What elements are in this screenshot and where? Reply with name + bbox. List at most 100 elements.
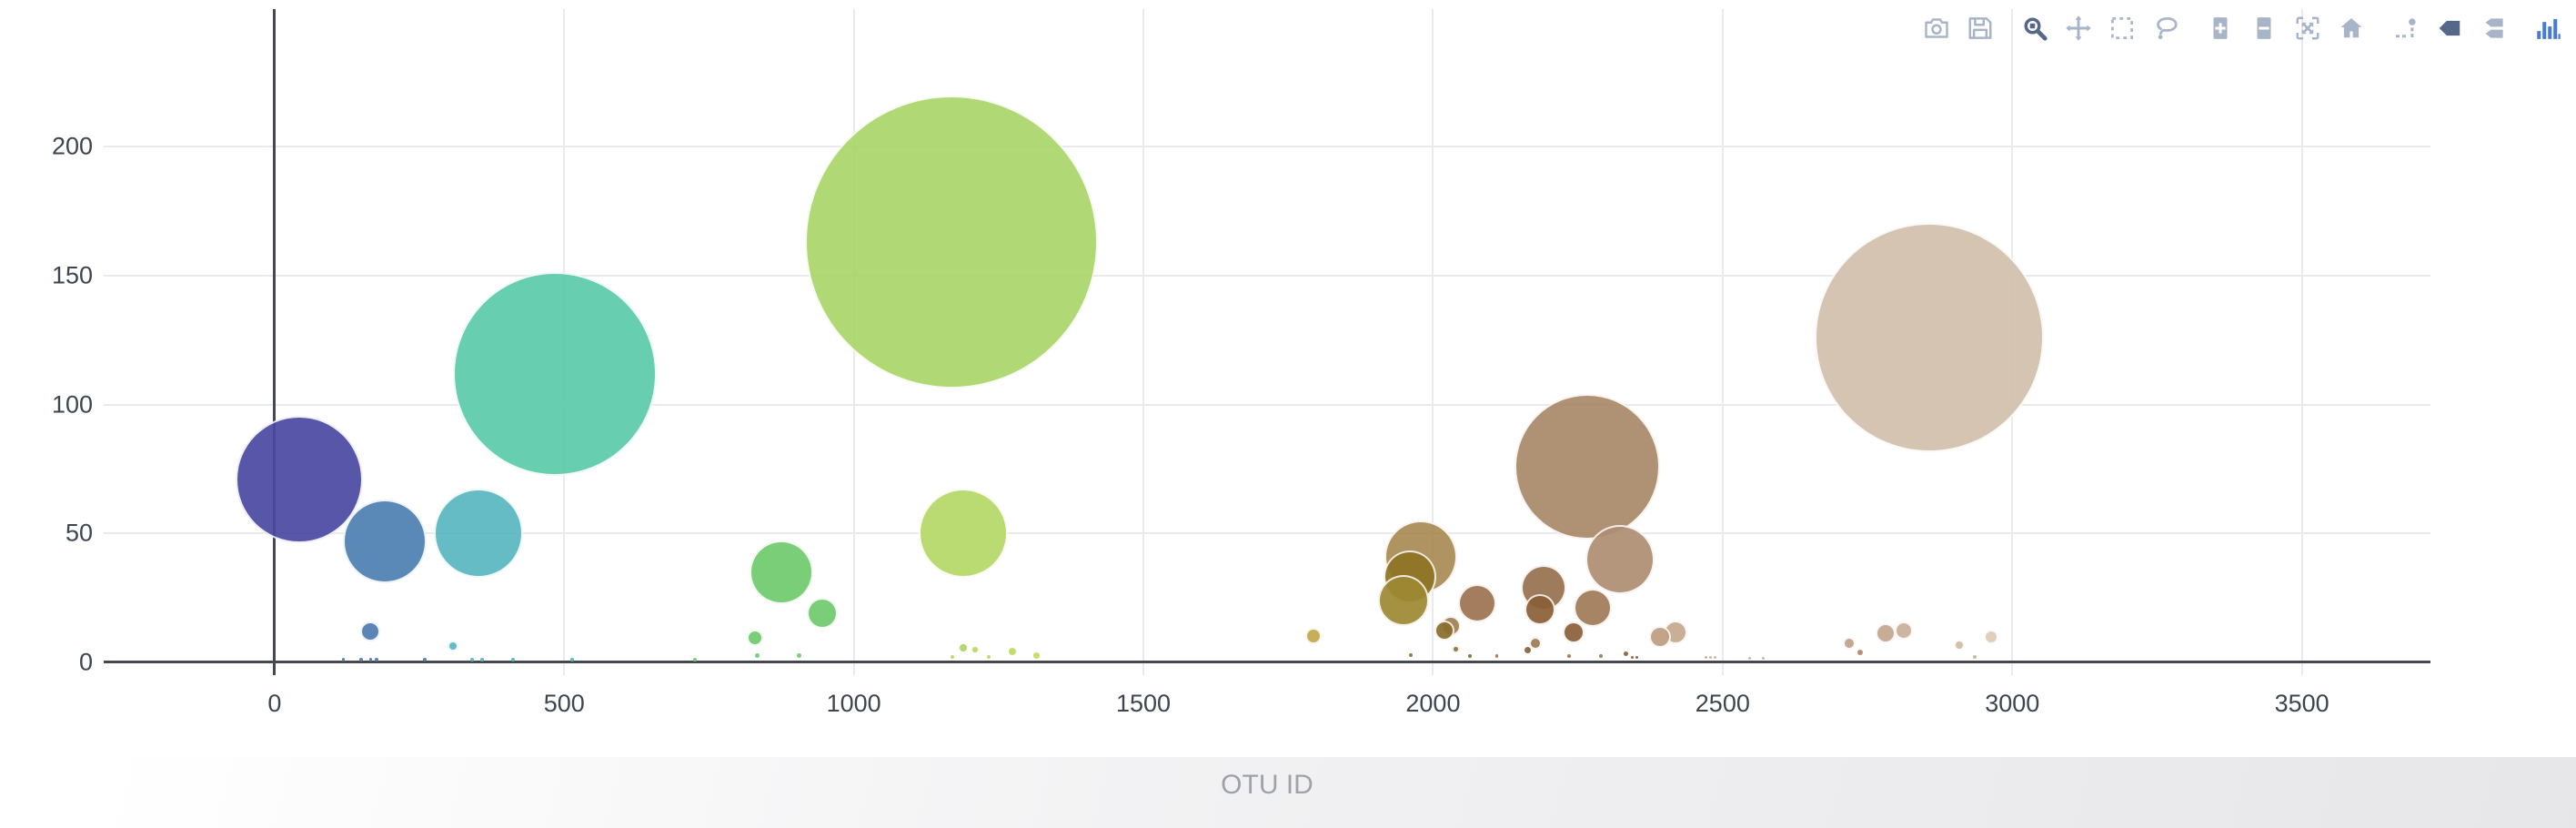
zoom-icon[interactable] xyxy=(2019,13,2050,44)
data-bubble xyxy=(1704,655,1707,659)
data-bubble xyxy=(1408,653,1413,658)
pan-icon[interactable] xyxy=(2063,13,2094,44)
y-gridline xyxy=(104,403,2430,406)
y-tick-label: 0 xyxy=(78,648,93,676)
data-bubble xyxy=(805,95,1099,389)
data-bubble xyxy=(1524,646,1531,653)
y-gridline xyxy=(104,274,2430,277)
data-bubble xyxy=(1630,655,1635,659)
data-bubble xyxy=(693,658,697,661)
data-bubble xyxy=(806,598,838,630)
x-tick-label: 2500 xyxy=(1695,690,1750,717)
data-bubble xyxy=(1895,621,1914,641)
zoom-in-icon[interactable] xyxy=(2205,13,2236,44)
data-bubble xyxy=(797,652,802,658)
data-bubble xyxy=(1563,621,1585,644)
data-bubble xyxy=(1451,645,1460,654)
data-bubble xyxy=(358,658,363,661)
zoom-out-icon[interactable] xyxy=(2249,13,2279,44)
x-gridline xyxy=(1432,9,1434,675)
data-bubble xyxy=(1747,656,1751,660)
y-gridline xyxy=(104,146,2430,148)
data-bubble xyxy=(747,630,764,647)
y-tick-label: 150 xyxy=(51,261,93,289)
y-tick-label: 100 xyxy=(51,390,93,419)
hover-closest-icon[interactable] xyxy=(2434,13,2465,44)
data-bubble xyxy=(368,658,373,661)
camera-icon[interactable] xyxy=(1921,13,1952,44)
data-bubble xyxy=(1009,648,1017,656)
save-icon[interactable] xyxy=(1965,13,1996,44)
y-gridline xyxy=(104,532,2430,535)
data-bubble xyxy=(1761,656,1765,660)
autoscale-icon[interactable] xyxy=(2292,13,2323,44)
data-bubble xyxy=(480,658,484,661)
data-bubble xyxy=(1708,655,1713,659)
x-tick-label: 500 xyxy=(543,690,585,717)
y-tick-label: 50 xyxy=(65,519,93,547)
data-bubble xyxy=(570,658,574,661)
data-bubble xyxy=(1953,640,1965,651)
x-tick-label: 2000 xyxy=(1405,690,1461,717)
x-gridline xyxy=(1142,9,1145,675)
x-tick-label: 3000 xyxy=(1985,690,2040,717)
data-bubble xyxy=(1529,637,1543,651)
reset-home-icon[interactable] xyxy=(2336,13,2367,44)
data-bubble xyxy=(1585,524,1655,594)
data-bubble xyxy=(1377,574,1429,626)
data-bubble xyxy=(422,658,427,661)
data-bubble xyxy=(1635,656,1639,660)
y-axis-zeroline xyxy=(273,9,277,675)
box-select-icon[interactable] xyxy=(2107,13,2138,44)
data-bubble xyxy=(1514,393,1660,540)
data-bubble xyxy=(470,658,474,661)
data-bubble xyxy=(1876,622,1897,643)
x-gridline xyxy=(2300,9,2303,675)
data-bubble xyxy=(342,499,427,583)
x-tick-label: 1500 xyxy=(1115,690,1172,717)
data-bubble xyxy=(750,540,814,604)
data-bubble xyxy=(447,640,458,651)
data-bubble xyxy=(1458,583,1497,622)
data-bubble xyxy=(1524,593,1556,625)
modebar xyxy=(1921,13,2563,44)
x-gridline xyxy=(1721,9,1724,675)
data-bubble xyxy=(1973,655,1977,660)
lasso-select-icon[interactable] xyxy=(2150,13,2181,44)
y-tick-label: 200 xyxy=(51,132,93,160)
data-bubble xyxy=(1599,654,1603,658)
data-bubble xyxy=(1032,651,1040,659)
data-bubble xyxy=(987,655,991,660)
data-bubble xyxy=(1983,629,1998,644)
spikelines-icon[interactable] xyxy=(2390,13,2421,44)
data-bubble xyxy=(1573,589,1612,628)
data-bubble xyxy=(359,621,380,641)
data-bubble xyxy=(453,271,658,476)
data-bubble xyxy=(1843,637,1857,651)
data-bubble xyxy=(754,652,760,658)
data-bubble xyxy=(1305,628,1323,645)
data-bubble xyxy=(1713,655,1717,659)
data-bubble xyxy=(919,489,1008,579)
data-bubble xyxy=(1815,222,2045,452)
data-bubble xyxy=(434,489,523,579)
hover-compare-icon[interactable] xyxy=(2478,13,2509,44)
x-tick-label: 0 xyxy=(267,690,282,717)
data-bubble xyxy=(950,655,954,660)
data-bubble xyxy=(1857,649,1863,655)
x-axis-title: OTU ID xyxy=(1221,770,1313,800)
data-bubble xyxy=(341,658,346,661)
data-bubble xyxy=(1567,654,1571,658)
data-bubble xyxy=(375,658,378,661)
data-bubble xyxy=(1468,654,1472,658)
data-bubble xyxy=(958,642,969,654)
x-tick-label: 3500 xyxy=(2274,690,2329,717)
data-bubble xyxy=(235,415,363,543)
x-tick-label: 1000 xyxy=(826,690,881,717)
data-bubble xyxy=(511,658,515,661)
plotly-logo-icon[interactable] xyxy=(2532,13,2563,44)
data-bubble xyxy=(1623,651,1628,657)
data-bubble xyxy=(1434,621,1455,641)
